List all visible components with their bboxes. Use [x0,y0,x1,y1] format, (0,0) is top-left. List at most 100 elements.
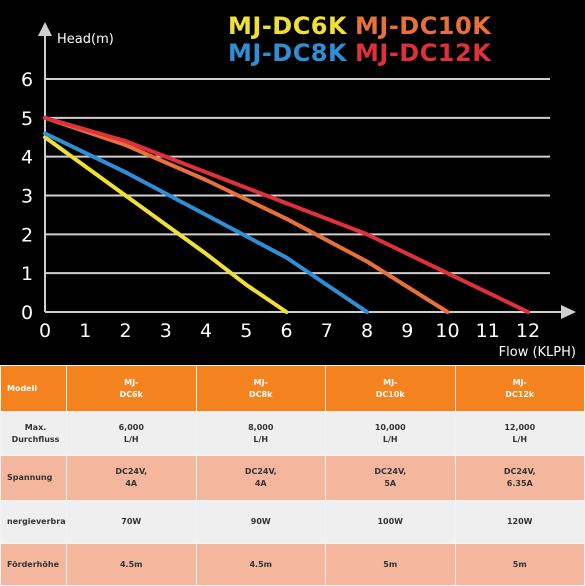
x-tick-label: 9 [401,320,413,342]
cell-line: DC24V, [503,467,536,476]
table-cell: 4.5m [66,543,197,586]
x-tick-label: 6 [280,320,292,342]
table-cell-text: DC24V, 6.35A [458,466,583,490]
series-line-mj-dc10k [43,115,450,314]
y-tick-label: 5 [21,108,33,130]
cell-line: 120W [506,517,533,526]
x-tick-label: 10 [435,320,459,342]
cell-line: 90W [250,517,271,526]
header-cell-model: MJ- DC8k [195,365,326,412]
y-tick-label: 1 [21,263,33,285]
table-cell: 6,000 L/H [66,411,197,456]
x-tick-label: 5 [240,320,252,342]
cell-line: 5m [383,559,398,569]
series-line-mj-dc8k [43,131,369,314]
cell-line: DC24V, [374,467,407,476]
table-cell: 5m [325,543,456,586]
table-cell-text: 100W [328,516,453,528]
table-cell: 120W [454,500,585,544]
table-cell-text: 90W [199,516,324,528]
x-axis-label: Flow (KLPH) [499,345,576,360]
table-cell-text: 10,000 L/H [328,422,453,446]
table-cell-text: DC24V, 4A [69,466,194,490]
table-cell-text: 120W [458,516,583,528]
spec-table: Modell MJ- DC6k MJ- DC8k MJ- DC10k MJ- DC12k Max.… [0,365,585,586]
x-tick-label: 3 [160,320,172,342]
cell-line: 6,000 [118,422,144,432]
series-line-mj-dc6k [43,135,289,314]
cell-line: 70W [121,517,142,526]
y-tick-label: 0 [21,302,33,324]
table-cell-text: DC24V, 5A [328,466,453,490]
cell-line: MJ- [253,377,268,387]
cell-line: 4.5m [119,559,143,569]
row-label: nergieverbrauch [0,500,67,544]
x-axis-arrow [561,305,576,319]
row-label: Förderhöhe [0,543,67,586]
table-cell: 70W [66,500,197,544]
cell-line: L/H [253,434,269,444]
x-tick-label: 7 [321,320,333,342]
table-cell-text: 12,000 L/H [458,422,583,446]
y-tick-label: 6 [21,69,33,91]
cell-line: L/H [512,434,528,444]
table-row: Max. Durchfluss 6,000 L/H 8,000 L/H 10,000 L/H… [0,411,585,456]
legend-mj-dc10k: MJ-DC10K [355,12,492,40]
x-tick-label: 2 [119,320,131,342]
cell-line: 4.5m [249,559,272,569]
table-cell: 12,000 L/H [454,411,585,456]
table-row: Förderhöhe 4.5m 4.5m 5m 5m [0,543,585,586]
x-tick-label: 8 [361,320,373,342]
header-cell-model-text: MJ- DC6k [69,377,194,401]
pump-curve-chart: 0 1 2 3 4 5 6 Head(m) 0 1 2 3 4 5 6 7 8 9 10 11 12 Flow (KLPH… [20,12,576,360]
y-axis-label: Head(m) [57,32,114,47]
table-cell: DC24V, 5A [325,455,456,501]
table-row: nergieverbrauch 70W 90W 100W 120W [0,500,585,544]
y-tick-label: 2 [21,224,33,246]
cell-line: DC24V, [244,467,277,476]
cell-line: MJ- [512,377,527,387]
table-cell: 5m [454,543,585,586]
cell-line: 100W [377,517,404,526]
legend-mj-dc8k: MJ-DC8K [228,39,348,67]
table-cell: DC24V, 4A [66,455,197,501]
cell-line: DC6k [119,389,143,399]
cell-line: MJ- [124,377,139,387]
table-cell-text: 4.5m [69,559,194,571]
row-label: Max. Durchfluss [0,411,67,456]
cell-line: 5m [512,559,527,569]
x-tick-label: 4 [200,320,212,342]
x-tick-label: 1 [79,320,91,342]
cell-line: 10,000 [374,422,406,432]
cell-line: 5A [384,479,397,488]
table-cell-text: 8,000 L/H [199,422,324,446]
table-cell: 100W [325,500,456,544]
table-cell-text: 70W [69,516,194,528]
table-cell: DC24V, 4A [195,455,326,501]
cell-line: 8,000 [248,422,274,432]
cell-line: DC8k [249,389,273,399]
cell-line: 12,000 [504,422,536,432]
series-line-mj-dc12k [43,115,530,314]
cell-line: 4A [254,479,267,488]
table-cell: 10,000 L/H [325,411,456,456]
row-label: Spannung [0,455,67,501]
x-tick-label: 12 [516,320,540,342]
table-cell: 90W [195,500,326,544]
table-cell-text: 4.5m [199,559,324,571]
y-tick-label: 4 [21,147,33,169]
table-cell: 8,000 L/H [195,411,326,456]
cell-line: 4A [125,479,138,488]
cell-line: 6.35A [506,479,533,488]
cell-line: L/H [123,434,139,444]
cell-line: DC24V, [115,467,148,476]
header-cell-modell: Modell [0,365,67,412]
table-cell: 4.5m [195,543,326,586]
table-cell-text: 5m [328,559,453,571]
table-cell-text: DC24V, 4A [199,466,324,490]
table-cell-text: 5m [458,559,583,571]
cell-line: MJ- [383,377,398,387]
header-cell-model: MJ- DC6k [66,365,197,412]
table-header-row: Modell MJ- DC6k MJ- DC8k MJ- DC10k MJ- DC12k [0,365,585,412]
